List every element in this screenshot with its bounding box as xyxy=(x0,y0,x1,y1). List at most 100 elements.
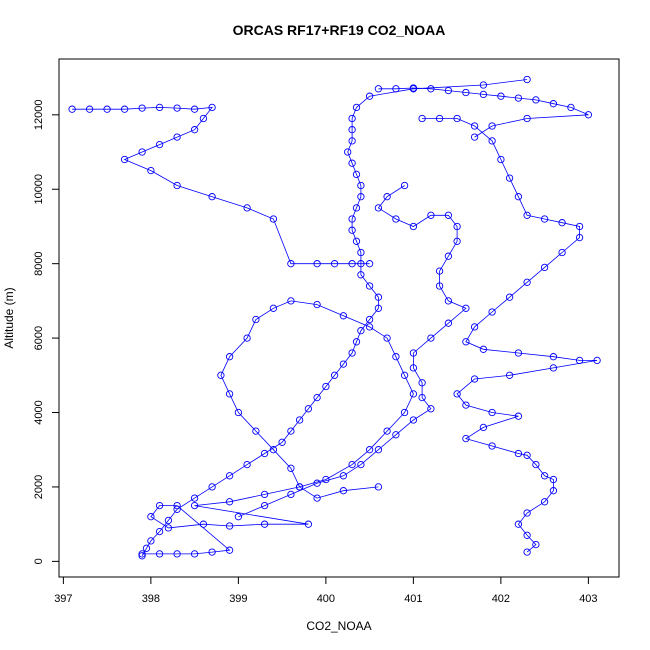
data-point xyxy=(453,222,461,231)
data-point xyxy=(357,460,365,469)
series-0-line xyxy=(141,79,528,557)
y-tick-label: 10000 xyxy=(33,174,45,205)
data-point xyxy=(173,550,181,558)
data-point xyxy=(313,300,321,309)
series-5-line xyxy=(378,87,589,138)
data-point xyxy=(374,304,383,312)
data-point xyxy=(365,323,374,331)
data-point xyxy=(260,449,269,458)
data-point xyxy=(444,86,453,95)
data-point xyxy=(164,516,173,525)
data-point xyxy=(190,126,199,134)
data-point xyxy=(392,85,400,93)
y-tick-label: 12000 xyxy=(33,100,45,131)
data-point xyxy=(155,103,164,112)
data-point xyxy=(418,379,426,387)
data-point xyxy=(409,364,418,372)
data-point xyxy=(532,96,540,104)
data-point xyxy=(435,282,444,290)
data-point xyxy=(462,338,470,346)
data-point xyxy=(374,483,383,491)
data-point xyxy=(295,416,304,424)
data-point xyxy=(444,297,453,305)
data-point xyxy=(453,390,461,398)
data-point xyxy=(470,375,479,383)
data-point xyxy=(523,451,531,459)
data-point xyxy=(392,353,400,361)
data-point xyxy=(418,393,426,402)
data-point xyxy=(540,263,549,272)
data-point xyxy=(488,122,496,130)
data-point xyxy=(575,356,584,365)
data-point xyxy=(409,416,418,424)
data-point xyxy=(505,293,514,301)
data-point xyxy=(514,412,523,420)
data-point xyxy=(217,371,225,379)
x-tick-label: 402 xyxy=(492,593,510,605)
data-point xyxy=(243,334,251,342)
data-point xyxy=(68,105,76,113)
data-point xyxy=(225,522,234,530)
data-point xyxy=(173,501,181,510)
series-1-line xyxy=(72,106,370,265)
data-point xyxy=(549,100,558,108)
data-point xyxy=(173,133,181,141)
data-point xyxy=(532,540,540,549)
data-point xyxy=(383,334,391,342)
data-point xyxy=(409,390,418,398)
data-point xyxy=(103,105,111,113)
data-point xyxy=(488,442,496,450)
data-point xyxy=(330,260,339,268)
data-point xyxy=(479,81,488,89)
data-point xyxy=(400,181,409,190)
data-point xyxy=(453,114,461,123)
data-point xyxy=(260,490,269,499)
data-point xyxy=(444,252,453,260)
data-point xyxy=(313,494,321,502)
data-point xyxy=(348,137,356,145)
data-point xyxy=(120,155,129,164)
data-point xyxy=(497,92,505,100)
data-point xyxy=(269,304,278,312)
data-point xyxy=(540,472,549,480)
data-point xyxy=(142,544,151,552)
data-point xyxy=(147,513,155,521)
data-point xyxy=(435,114,444,123)
data-point xyxy=(575,233,584,242)
data-point xyxy=(190,494,199,502)
data-point xyxy=(164,524,173,532)
data-point xyxy=(567,103,575,112)
data-point xyxy=(138,552,146,560)
data-point xyxy=(505,371,514,379)
data-point xyxy=(339,360,348,368)
data-point xyxy=(383,193,391,201)
data-point xyxy=(357,271,365,279)
data-point xyxy=(348,260,356,268)
data-point xyxy=(427,334,435,342)
data-point xyxy=(488,308,496,316)
data-point xyxy=(523,548,531,556)
data-point xyxy=(155,527,164,536)
data-point xyxy=(514,193,523,201)
data-point xyxy=(523,114,531,123)
data-point xyxy=(313,260,321,268)
data-point xyxy=(269,446,278,454)
data-point xyxy=(357,327,365,335)
data-point xyxy=(357,181,365,190)
data-point xyxy=(593,356,601,365)
data-point xyxy=(462,434,470,443)
data-point xyxy=(225,390,234,398)
data-point xyxy=(365,315,374,324)
data-point xyxy=(365,260,374,268)
data-point xyxy=(173,104,181,112)
data-point xyxy=(190,105,199,113)
data-point xyxy=(85,105,94,113)
data-point xyxy=(208,103,216,112)
data-point xyxy=(374,446,383,454)
data-point xyxy=(260,520,269,528)
data-point xyxy=(479,345,488,353)
data-point xyxy=(295,483,304,491)
data-point xyxy=(339,487,348,495)
data-point xyxy=(348,126,356,134)
data-point xyxy=(549,475,558,484)
